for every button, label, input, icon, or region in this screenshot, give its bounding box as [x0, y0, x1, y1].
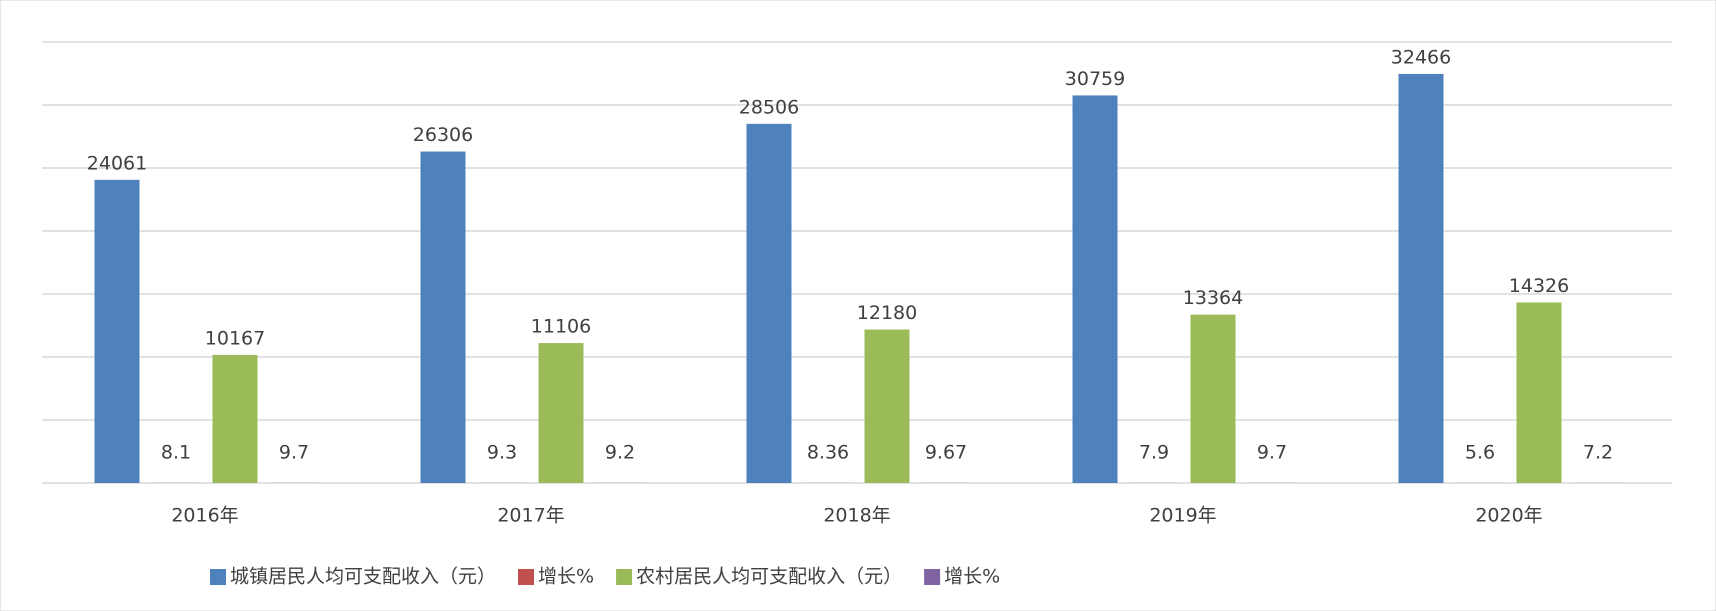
- legend-label: 城镇居民人均可支配收入（元）: [230, 566, 496, 588]
- data-label: 30759: [1065, 68, 1125, 90]
- bar: [746, 123, 792, 483]
- bar: [212, 354, 258, 483]
- data-label: 9.2: [605, 442, 635, 464]
- data-label: 9.67: [925, 442, 967, 464]
- data-label: 13364: [1183, 287, 1243, 309]
- x-tick-label: 2017年: [497, 505, 564, 527]
- x-tick-label: 2016年: [171, 505, 238, 527]
- data-label: 9.3: [487, 442, 517, 464]
- data-label: 28506: [739, 96, 799, 118]
- bar: [1072, 95, 1118, 484]
- bar: [538, 343, 584, 483]
- data-label: 7.2: [1583, 442, 1613, 464]
- bar: [420, 151, 466, 483]
- x-tick-label: 2020年: [1475, 505, 1542, 527]
- x-tick-label: 2018年: [823, 505, 890, 527]
- data-label: 32466: [1391, 46, 1451, 68]
- data-label: 8.36: [807, 442, 849, 464]
- data-label: 9.7: [1257, 442, 1287, 464]
- data-label: 10167: [205, 327, 265, 349]
- bar: [864, 329, 910, 483]
- data-label: 9.7: [279, 442, 309, 464]
- bar: [94, 179, 140, 483]
- bar: [1516, 302, 1562, 483]
- legend-label: 增长%: [538, 566, 594, 588]
- data-label: 11106: [531, 316, 591, 338]
- x-tick-label: 2019年: [1149, 505, 1216, 527]
- bar: [1398, 73, 1444, 483]
- data-label: 12180: [857, 302, 917, 324]
- data-label: 8.1: [161, 442, 191, 464]
- legend-swatch: [210, 569, 226, 585]
- data-label: 26306: [413, 124, 473, 146]
- legend-swatch: [518, 569, 535, 585]
- bar: [1190, 314, 1236, 483]
- legend-label: 增长%: [944, 566, 1000, 588]
- data-label: 24061: [87, 152, 147, 174]
- data-label: 5.6: [1465, 442, 1495, 464]
- legend-swatch: [924, 569, 941, 585]
- legend-label: 农村居民人均可支配收入（元）: [636, 566, 902, 588]
- legend-swatch: [616, 569, 633, 585]
- data-label: 7.9: [1139, 442, 1169, 464]
- data-label: 14326: [1509, 275, 1569, 297]
